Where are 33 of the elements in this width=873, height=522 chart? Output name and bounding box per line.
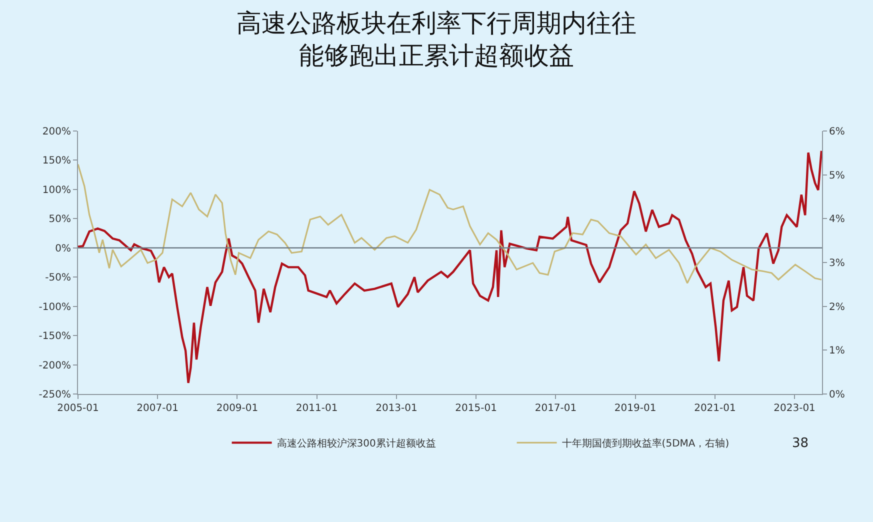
x-tick-label: 2005-01	[57, 403, 99, 414]
y2-tick-label: 1%	[829, 346, 845, 357]
x-tick-label: 2011-01	[296, 403, 338, 414]
line-series	[78, 164, 822, 284]
y-tick-label: 150%	[42, 156, 71, 167]
text: 38	[792, 436, 809, 451]
line-series	[78, 150, 822, 384]
y-tick-label: -250%	[38, 390, 71, 400]
x-tick-label: 2021-01	[694, 403, 736, 414]
y-tick-label: -50%	[45, 272, 71, 284]
y2-tick-label: 6%	[829, 126, 845, 138]
chart-title: 高速公路板块在利率下行周期内往往能够跑出正累计超额收益	[236, 8, 636, 70]
y2-tick-label: 4%	[829, 214, 845, 226]
x-tick-label: 2007-01	[136, 403, 178, 414]
y2-tick-label: 0%	[829, 390, 845, 400]
y-tick-label: 0%	[55, 243, 71, 254]
legend-label: 高速公路相较沪深300累计超额收益	[276, 438, 436, 450]
y-tick-label: 200%	[42, 126, 71, 138]
y2-tick-label: 3%	[829, 258, 845, 269]
x-tick-label: 2009-01	[216, 403, 258, 414]
y2-tick-label: 2%	[829, 302, 845, 313]
y-tick-label: -200%	[38, 360, 71, 372]
x-tick-label: 2019-01	[614, 403, 656, 414]
x-tick-label: 2013-01	[376, 403, 418, 414]
y-tick-label: -150%	[38, 331, 71, 342]
y-tick-label: 100%	[42, 184, 71, 196]
x-tick-label: 2015-01	[455, 403, 497, 414]
y2-tick-label: 5%	[829, 170, 845, 182]
legend-label: 十年期国债到期收益率(5DMA，右轴)	[562, 438, 730, 450]
x-tick-label: 2023-01	[774, 403, 816, 414]
x-tick-label: 2017-01	[534, 403, 577, 414]
y-tick-label: -100%	[38, 302, 71, 313]
y-tick-label: 50%	[48, 214, 71, 226]
